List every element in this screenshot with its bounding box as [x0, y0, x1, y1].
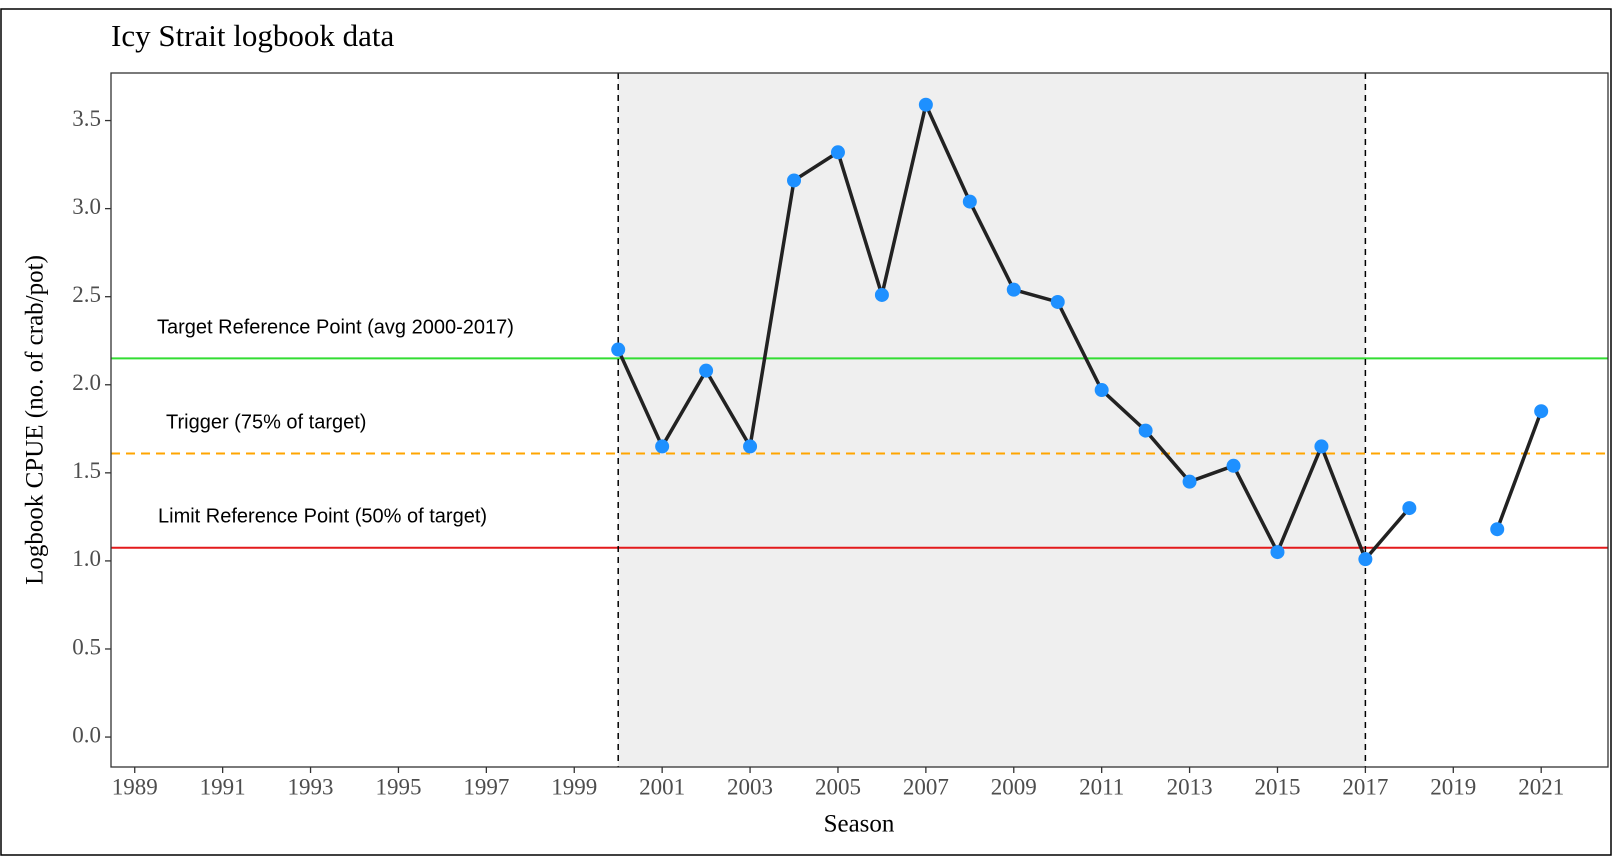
- y-tick-label: 3.5: [72, 106, 101, 131]
- data-point: [1138, 423, 1153, 438]
- x-tick-label: 2005: [815, 774, 861, 799]
- reference-label: Limit Reference Point (50% of target): [158, 506, 487, 528]
- y-axis-label: Logbook CPUE (no. of crab/pot): [22, 255, 49, 585]
- data-point: [1270, 545, 1285, 560]
- data-point: [1182, 474, 1197, 489]
- data-point: [874, 287, 889, 302]
- data-point: [1226, 458, 1241, 473]
- data-point: [743, 439, 758, 454]
- x-axis-label: Season: [824, 811, 895, 838]
- x-tick-label: 2013: [1167, 774, 1213, 799]
- x-tick-label: 2017: [1342, 774, 1388, 799]
- data-point: [962, 194, 977, 209]
- reference-label: Trigger (75% of target): [166, 411, 366, 433]
- x-tick-label: 2019: [1430, 774, 1476, 799]
- chart-title: Icy Strait logbook data: [111, 18, 394, 53]
- x-tick-label: 2001: [639, 774, 685, 799]
- data-point: [1402, 501, 1417, 516]
- y-tick-label: 2.5: [72, 282, 101, 307]
- data-point: [1358, 552, 1373, 567]
- x-tick-label: 2003: [727, 774, 773, 799]
- data-point: [918, 97, 933, 112]
- data-point: [1006, 282, 1021, 297]
- x-tick-label: 1993: [288, 774, 334, 799]
- data-point: [1490, 522, 1505, 537]
- y-tick-label: 1.0: [72, 546, 101, 571]
- y-tick-label: 3.0: [72, 194, 101, 219]
- x-tick-label: 1991: [200, 774, 246, 799]
- data-point: [699, 363, 714, 378]
- x-tick-label: 1999: [551, 774, 597, 799]
- shaded-region: [618, 73, 1366, 767]
- plot-border: [110, 72, 1609, 768]
- data-point: [1094, 383, 1109, 398]
- x-tick-label: 1989: [112, 774, 158, 799]
- data-point: [1534, 404, 1549, 419]
- x-tick-label: 2021: [1518, 774, 1564, 799]
- reference-label: Target Reference Point (avg 2000-2017): [157, 316, 514, 338]
- y-tick-label: 1.5: [72, 458, 101, 483]
- y-tick-label: 0.5: [72, 634, 101, 659]
- x-tick-label: 2009: [991, 774, 1037, 799]
- data-point: [655, 439, 670, 454]
- data-point: [830, 145, 845, 160]
- y-tick-label: 0.0: [72, 722, 101, 747]
- x-tick-label: 1995: [375, 774, 421, 799]
- y-tick-label: 2.0: [72, 370, 101, 395]
- x-tick-label: 1997: [463, 774, 509, 799]
- data-point: [1314, 439, 1329, 454]
- outer-border: [0, 8, 1612, 856]
- x-tick-label: 2007: [903, 774, 949, 799]
- x-tick-label: 2011: [1079, 774, 1124, 799]
- data-point: [787, 173, 802, 188]
- data-point: [611, 342, 626, 357]
- data-point: [1050, 294, 1065, 309]
- x-tick-label: 2015: [1254, 774, 1300, 799]
